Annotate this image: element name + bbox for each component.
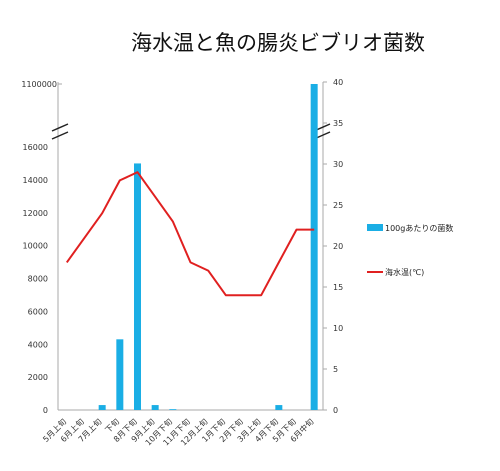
left-tick-label: 10000 — [23, 242, 48, 251]
break-mark-left — [51, 131, 69, 140]
legend-label-bacteria: 100gあたりの菌数 — [385, 223, 453, 233]
legend-swatch-bacteria — [367, 224, 383, 231]
right-tick-label: 35 — [333, 119, 343, 128]
left-tick-label: 4000 — [28, 340, 48, 349]
right-tick-label: 5 — [333, 365, 338, 374]
legend: 100gあたりの菌数 海水温(℃) — [367, 223, 453, 277]
left-tick-label: 0 — [43, 406, 48, 415]
bar — [169, 409, 177, 410]
left-tick-label: 6000 — [28, 307, 48, 316]
right-tick-label: 10 — [333, 324, 343, 333]
left-tick-label: 1100000 — [21, 80, 57, 89]
legend-label-temperature: 海水温(℃) — [385, 267, 424, 277]
bar — [151, 405, 159, 410]
left-tick-label: 12000 — [23, 209, 48, 218]
bar — [310, 84, 318, 410]
right-tick-label: 40 — [333, 78, 343, 87]
left-tick-label: 14000 — [23, 176, 48, 185]
bar — [116, 339, 124, 410]
right-tick-label: 20 — [333, 242, 343, 251]
temperature-line — [65, 171, 315, 297]
right-tick-label: 0 — [333, 406, 338, 415]
bar — [275, 405, 283, 410]
right-tick-label: 25 — [333, 201, 343, 210]
right-tick-label: 15 — [333, 283, 343, 292]
left-tick-label: 2000 — [28, 373, 48, 382]
bar — [134, 163, 141, 410]
right-tick-label: 30 — [333, 160, 343, 169]
bar — [98, 405, 106, 410]
left-tick-label: 16000 — [23, 143, 48, 152]
chart-title: 海水温と魚の腸炎ビブリオ菌数 — [131, 31, 425, 55]
break-mark-left — [51, 123, 69, 132]
left-tick-label: 8000 — [28, 275, 48, 284]
